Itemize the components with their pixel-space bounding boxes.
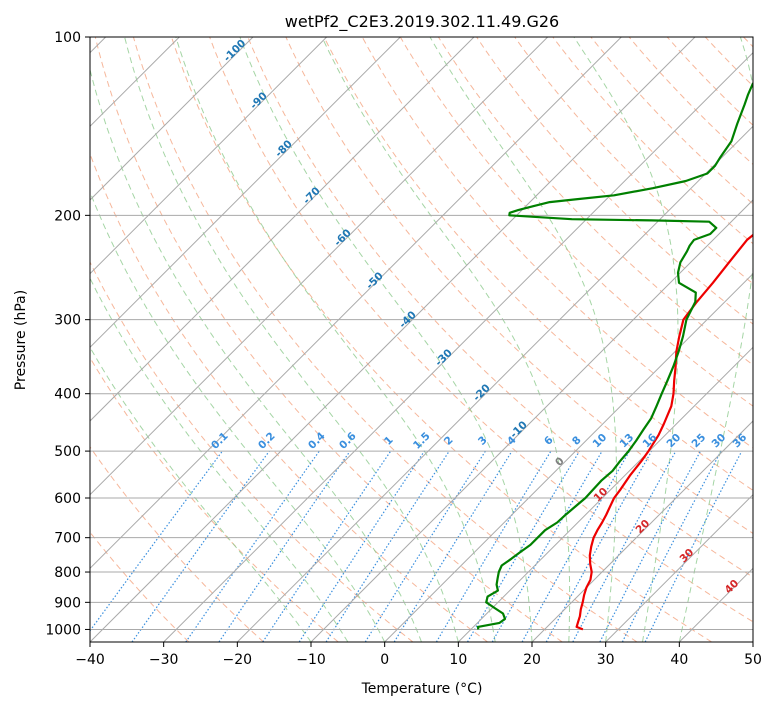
isotherm xyxy=(310,199,753,642)
moist-adiabat xyxy=(429,37,617,642)
y-tick-label: 500 xyxy=(54,444,81,460)
isotherm xyxy=(457,346,753,642)
mixing-ratio-line xyxy=(262,450,392,642)
moist-adiabat xyxy=(90,277,349,642)
x-tick-label: −20 xyxy=(223,652,253,668)
x-tick-label: 30 xyxy=(597,652,615,668)
moist-adiabat xyxy=(678,37,753,642)
isotherm xyxy=(531,420,753,642)
mixing-ratio-line xyxy=(545,450,653,642)
dry-adiabat xyxy=(171,37,712,642)
isotherm xyxy=(90,37,549,496)
x-tick-label: 50 xyxy=(744,652,762,668)
x-tick-label: −10 xyxy=(296,652,326,668)
dry-adiabat xyxy=(132,37,638,642)
sounding-traces xyxy=(476,81,753,631)
y-tick-label: 900 xyxy=(54,595,81,611)
mixing-ratio-line xyxy=(621,450,722,642)
x-tick-label: 0 xyxy=(380,652,389,668)
isotherm xyxy=(163,51,753,642)
x-tick-label: −30 xyxy=(149,652,179,668)
y-tick-label: 400 xyxy=(54,387,81,403)
moist-adiabat xyxy=(90,67,422,642)
mixing-ratio-line xyxy=(131,450,270,642)
isotherm xyxy=(384,272,753,642)
chart-title: wetPf2_C2E3.2019.302.11.49.G26 xyxy=(285,12,559,32)
moist-adiabat xyxy=(90,190,386,642)
temperature-trace xyxy=(575,233,753,631)
mixing-ratio-line xyxy=(599,450,702,642)
dry-adiabat xyxy=(209,37,753,623)
mixing-ratio-line xyxy=(364,450,486,642)
isotherm xyxy=(90,37,475,422)
dewpoint-trace xyxy=(476,81,753,630)
dry-adiabat xyxy=(90,446,264,642)
mixing-ratio-line xyxy=(393,450,513,642)
isotherm xyxy=(90,37,696,642)
y-tick-label: 600 xyxy=(54,491,81,507)
dry-adiabat xyxy=(285,37,753,535)
isotherm xyxy=(236,125,753,642)
x-tick-label: 40 xyxy=(670,652,688,668)
x-tick-label: 10 xyxy=(449,652,467,668)
mixing-ratio-line xyxy=(644,450,743,642)
y-tick-label: 300 xyxy=(54,313,81,329)
plot-frame xyxy=(89,36,754,643)
y-tick-label: 100 xyxy=(54,30,81,46)
moist-adiabat xyxy=(239,37,533,642)
isotherm xyxy=(90,37,328,275)
y-axis-label: Pressure (hPa) xyxy=(13,290,29,390)
background-lines xyxy=(90,37,753,642)
mixing-ratio-line xyxy=(90,450,223,632)
x-tick-label: −40 xyxy=(75,652,105,668)
dry-adiabat xyxy=(476,37,753,325)
x-tick-label: 20 xyxy=(523,652,541,668)
mixing-ratio-line xyxy=(185,450,320,642)
isotherm xyxy=(90,37,401,349)
moist-adiabat xyxy=(573,37,679,642)
moist-adiabat xyxy=(124,37,459,642)
y-tick-label: 200 xyxy=(54,208,81,224)
axes: −40 −30 −20 −10 0 10 20 30 40 50 100 200 300 400 500 60… xyxy=(45,30,762,668)
x-axis-label: Temperature (°C) xyxy=(361,681,483,697)
dry-adiabat xyxy=(90,260,414,642)
mixing-ratio-line xyxy=(521,450,631,642)
isotherm xyxy=(605,493,753,642)
mixing-ratio-line xyxy=(298,450,425,642)
dry-adiabat xyxy=(514,37,753,285)
dry-adiabat xyxy=(94,37,563,642)
moist-adiabat xyxy=(321,37,571,642)
isotherm xyxy=(90,37,622,570)
mixing-ratio-line xyxy=(218,450,351,642)
y-tick-label: 1000 xyxy=(45,622,81,638)
mixing-ratio-line xyxy=(572,450,677,642)
mixing-ratio-line xyxy=(325,450,450,642)
isotherm xyxy=(90,37,254,201)
y-tick-label: 700 xyxy=(54,531,81,547)
y-tick-label: 800 xyxy=(54,565,81,581)
mixing-ratio-line xyxy=(435,450,552,642)
dry-adiabat xyxy=(323,37,753,491)
